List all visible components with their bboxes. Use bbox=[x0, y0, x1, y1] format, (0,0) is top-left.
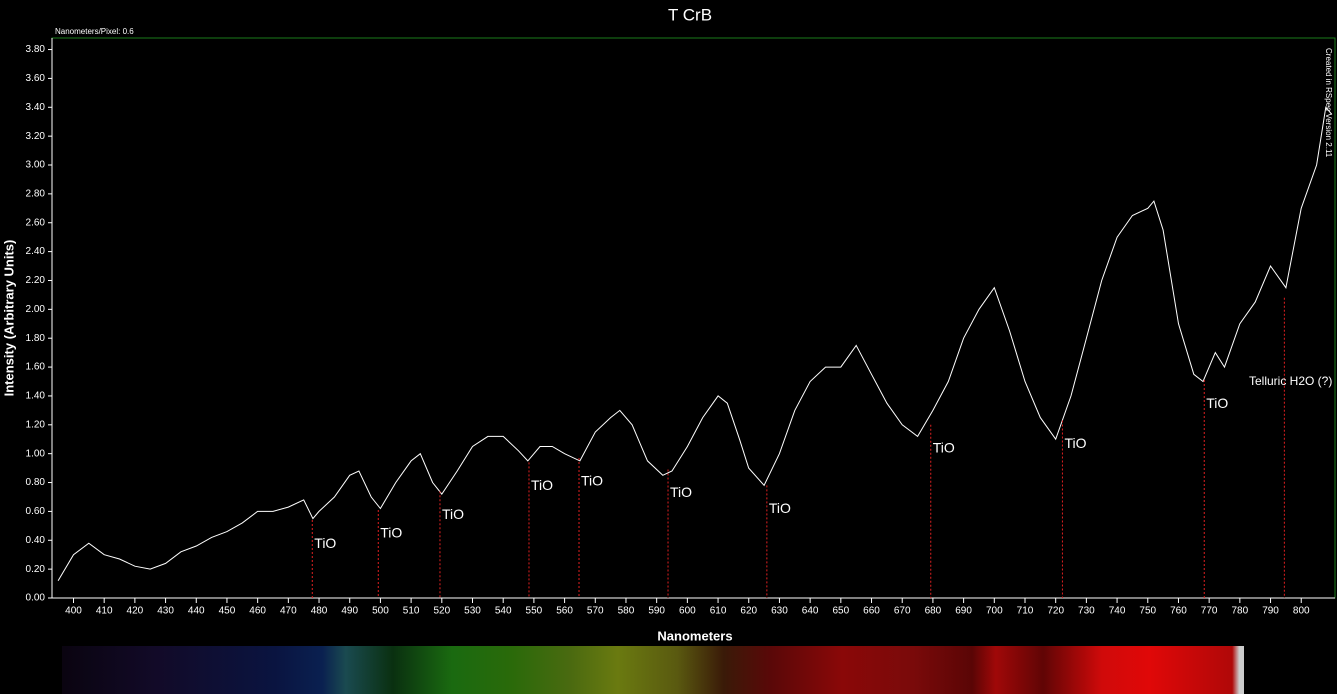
y-tick-label: 2.00 bbox=[26, 304, 46, 315]
x-tick-label: 760 bbox=[1170, 606, 1187, 617]
x-tick-label: 790 bbox=[1262, 606, 1279, 617]
x-tick-label: 450 bbox=[219, 606, 236, 617]
y-axis-label: Intensity (Arbitrary Units) bbox=[1, 240, 16, 397]
x-tick-label: 430 bbox=[157, 606, 174, 617]
y-tick-label: 1.80 bbox=[26, 333, 46, 344]
y-tick-label: 0.00 bbox=[26, 593, 46, 604]
annotation-label: Telluric H2O (?) bbox=[1249, 374, 1332, 388]
x-tick-label: 580 bbox=[618, 606, 635, 617]
y-tick-label: 2.40 bbox=[26, 246, 46, 257]
x-tick-label: 570 bbox=[587, 606, 604, 617]
y-tick-label: 0.60 bbox=[26, 506, 46, 517]
subtitle: Nanometers/Pixel: 0.6 bbox=[55, 27, 134, 36]
x-tick-label: 610 bbox=[710, 606, 727, 617]
x-tick-label: 740 bbox=[1109, 606, 1126, 617]
x-tick-label: 470 bbox=[280, 606, 297, 617]
x-tick-label: 690 bbox=[955, 606, 972, 617]
annotation-label: TiO bbox=[380, 525, 402, 541]
y-tick-label: 1.60 bbox=[26, 362, 46, 373]
side-note: Created in RSpec Version 2.11 bbox=[1324, 48, 1333, 158]
x-axis-label: Nanometers bbox=[657, 628, 732, 643]
annotation-label: TiO bbox=[1064, 435, 1086, 451]
x-tick-label: 420 bbox=[127, 606, 144, 617]
x-tick-label: 530 bbox=[464, 606, 481, 617]
y-tick-label: 0.40 bbox=[26, 535, 46, 546]
x-tick-label: 520 bbox=[433, 606, 450, 617]
y-tick-label: 0.80 bbox=[26, 477, 46, 488]
y-tick-label: 3.00 bbox=[26, 160, 46, 171]
x-tick-label: 620 bbox=[740, 606, 757, 617]
x-tick-label: 710 bbox=[1017, 606, 1034, 617]
spectrum-line bbox=[57, 106, 1333, 581]
x-tick-label: 770 bbox=[1201, 606, 1218, 617]
y-tick-label: 1.40 bbox=[26, 391, 46, 402]
x-tick-label: 410 bbox=[96, 606, 113, 617]
annotation-label: TiO bbox=[442, 506, 464, 522]
plot-frame bbox=[51, 37, 1336, 599]
spectrum-band bbox=[62, 646, 1244, 694]
y-tick-label: 2.60 bbox=[26, 217, 46, 228]
x-tick-label: 640 bbox=[802, 606, 819, 617]
x-tick-label: 510 bbox=[403, 606, 420, 617]
chart: T CrB Nanometers/Pixel: 0.6 Created in R… bbox=[1, 5, 1336, 643]
x-tick-label: 540 bbox=[495, 606, 512, 617]
x-tick-label: 560 bbox=[556, 606, 573, 617]
x-tick-label: 600 bbox=[679, 606, 696, 617]
x-tick-label: 590 bbox=[648, 606, 665, 617]
x-tick-label: 750 bbox=[1139, 606, 1156, 617]
y-tick-label: 2.20 bbox=[26, 275, 46, 286]
x-tick-label: 780 bbox=[1232, 606, 1249, 617]
y-tick-label: 2.80 bbox=[26, 189, 46, 200]
x-tick-label: 400 bbox=[65, 606, 82, 617]
y-tick-label: 1.20 bbox=[26, 419, 46, 430]
y-tick-label: 3.20 bbox=[26, 131, 46, 142]
annotation-label: TiO bbox=[769, 500, 791, 516]
y-tick-label: 3.80 bbox=[26, 44, 46, 55]
x-tick-label: 440 bbox=[188, 606, 205, 617]
y-tick-label: 3.60 bbox=[26, 73, 46, 84]
x-tick-label: 630 bbox=[771, 606, 788, 617]
annotation-label: TiO bbox=[581, 473, 603, 489]
y-tick-label: 1.00 bbox=[26, 448, 46, 459]
y-tick-label: 0.20 bbox=[26, 564, 46, 575]
x-tick-label: 720 bbox=[1047, 606, 1064, 617]
x-tick-label: 730 bbox=[1078, 606, 1095, 617]
chart-title: T CrB bbox=[668, 5, 712, 24]
annotation-label: TiO bbox=[1206, 395, 1228, 411]
x-tick-label: 800 bbox=[1293, 606, 1310, 617]
annotation-label: TiO bbox=[531, 477, 553, 493]
x-tick-label: 660 bbox=[863, 606, 880, 617]
annotation-label: TiO bbox=[933, 440, 955, 456]
x-tick-label: 680 bbox=[925, 606, 942, 617]
x-tick-label: 480 bbox=[311, 606, 328, 617]
x-tick-label: 670 bbox=[894, 606, 911, 617]
annotation-label: TiO bbox=[670, 484, 692, 500]
x-tick-label: 500 bbox=[372, 606, 389, 617]
y-tick-label: 3.40 bbox=[26, 102, 46, 113]
x-tick-label: 700 bbox=[986, 606, 1003, 617]
annotation-label: TiO bbox=[314, 535, 336, 551]
x-tick-label: 460 bbox=[249, 606, 266, 617]
x-tick-label: 550 bbox=[526, 606, 543, 617]
x-tick-label: 650 bbox=[832, 606, 849, 617]
x-tick-label: 490 bbox=[341, 606, 358, 617]
